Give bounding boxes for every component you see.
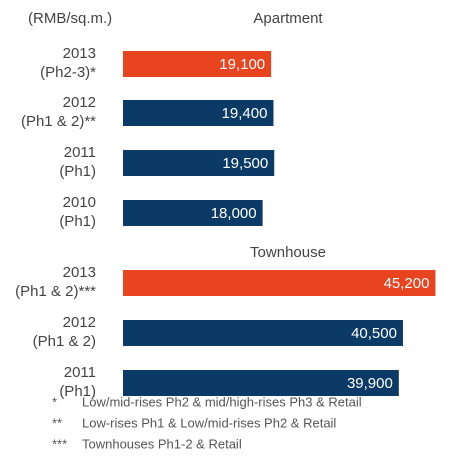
bar <box>123 320 403 346</box>
category-label: (Ph1) <box>59 213 96 230</box>
category-label: (Ph1) <box>59 163 96 180</box>
category-label: (Ph1 & 2)*** <box>15 283 96 300</box>
value-label: 19,500 <box>222 155 268 172</box>
footnote-marker: *** <box>52 436 67 451</box>
bar <box>123 200 263 226</box>
value-label: 19,400 <box>222 105 268 122</box>
bar <box>123 100 274 126</box>
unit-label: (RMB/sq.m.) <box>28 10 112 27</box>
value-label: 19,100 <box>219 56 265 73</box>
bar <box>123 370 399 396</box>
value-label: 45,200 <box>384 275 430 292</box>
category-label: 2012 <box>63 314 96 331</box>
category-label: 2011 <box>64 364 96 381</box>
value-label: 39,900 <box>347 375 393 392</box>
category-label: 2012 <box>63 94 96 111</box>
category-label: 2013 <box>63 264 96 281</box>
bar <box>123 51 272 77</box>
category-label: 2013 <box>63 45 96 62</box>
bar <box>123 270 436 296</box>
category-label: (Ph1 & 2)** <box>21 113 96 130</box>
panel-title: Townhouse <box>250 244 326 261</box>
footnote-text: Low/mid-rises Ph2 & mid/high-rises Ph3 &… <box>82 394 362 409</box>
footnote-text: Low-rises Ph1 & Low/mid-rises Ph2 & Reta… <box>82 415 336 430</box>
category-label: 2011 <box>64 144 96 161</box>
category-label: (Ph2-3)* <box>40 64 96 81</box>
panel-title: Apartment <box>253 10 323 27</box>
footnote-marker: ** <box>52 415 62 430</box>
bar <box>123 150 275 176</box>
footnote-text: Townhouses Ph1-2 & Retail <box>82 436 242 451</box>
value-label: 40,500 <box>351 325 397 342</box>
value-label: 18,000 <box>211 205 257 222</box>
footnote-marker: * <box>52 394 57 409</box>
category-label: (Ph1 & 2) <box>33 333 96 350</box>
category-label: 2010 <box>63 194 96 211</box>
category-label: (Ph1) <box>59 383 96 400</box>
